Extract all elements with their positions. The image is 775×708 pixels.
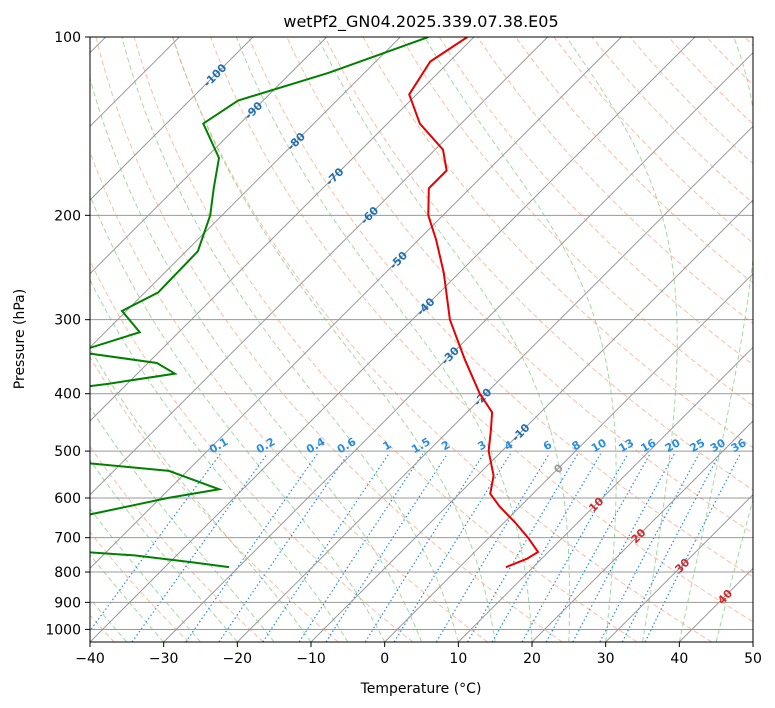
mixing-ratio-line [364,453,485,642]
mixing-ratio-line [262,453,390,642]
dry-adiabat [286,37,753,534]
moist-adiabats [90,37,753,642]
x-axis-ticks: −40 −30 −20 −10 0 10 20 30 40 50 [75,642,762,667]
moist-adiabat [90,278,349,642]
isotherms [90,37,753,642]
plot-area: -100-90-80-70-60-50-40-30-20-10010203040… [90,37,753,642]
y-tick-label: 200 [54,208,81,224]
dry-adiabat [90,531,190,642]
isotherm-line [90,37,328,275]
mixing-ratio-line [393,453,511,642]
isotherm-line [163,51,753,642]
x-tick-label: 0 [380,651,389,667]
y-tick-label: 900 [54,595,81,611]
dry-adiabat [95,37,563,642]
isotherm-line [310,199,753,642]
y-tick-label: 600 [54,491,81,507]
mixing-ratio-line [435,453,550,642]
mixing-ratio-line [599,453,700,642]
dry-adiabat [400,37,753,407]
moist-adiabat [424,37,617,642]
pressure-gridlines [90,37,753,630]
isotherm-line [531,420,753,642]
dry-adiabat [477,37,753,325]
isotherm-line [605,493,753,642]
isotherm-line [384,272,753,642]
y-tick-label: 500 [54,444,81,460]
mixing-ratio-line [325,453,449,642]
moist-adiabat [121,37,459,642]
moist-adiabat [90,194,386,642]
temperature-line [408,37,540,569]
dry-adiabat [439,37,753,366]
isotherm-line [90,37,401,349]
isotherm-line [90,37,549,496]
isotherm-line [90,37,254,201]
mixing-ratio-line [466,453,579,642]
dry-adiabat [210,37,753,623]
x-tick-label: −40 [75,651,105,667]
moist-adiabat [715,497,753,642]
x-tick-label: 50 [744,651,762,667]
x-tick-label: −20 [223,651,253,667]
dewpoint-line [90,37,429,569]
dry-adiabat [90,259,414,642]
dry-adiabat [171,37,712,642]
y-axis-ticks: 100 200 300 400 500 600 700 800 900 1000 [45,30,90,638]
y-tick-label: 100 [54,30,81,46]
dry-adiabat [553,37,753,244]
mixing-ratio-line [131,453,268,642]
y-tick-label: 300 [54,313,81,329]
isotherm-line [90,37,696,642]
dry-adiabat [133,37,638,642]
moist-adiabat [678,37,753,642]
mixing-ratio-line [491,453,602,642]
dry-adiabat [324,37,753,491]
y-axis-label: Pressure (hPa) [12,289,28,389]
mixing-ratio-lines [90,453,741,642]
x-tick-label: 30 [597,651,615,667]
dry-adiabat [90,356,339,642]
plot-frame [89,36,754,643]
x-tick-label: 20 [523,651,541,667]
moist-adiabat [90,459,238,642]
mixing-ratio-line [298,453,424,642]
moist-adiabat [235,37,533,642]
isotherm-line [457,346,753,642]
isotherm-line [90,37,622,570]
mixing-ratio-line [621,453,721,642]
mixing-ratio-line [90,453,222,632]
x-tick-label: 40 [670,651,688,667]
mixing-ratio-line [644,453,741,642]
y-tick-label: 800 [54,565,81,581]
x-tick-label: 10 [449,651,467,667]
x-axis-label: Temperature (°C) [360,681,482,697]
moist-adiabat [317,37,571,642]
isotherm-line [236,125,753,642]
moist-adiabat [172,37,496,642]
y-tick-label: 1000 [45,622,81,638]
moist-adiabat [90,406,275,642]
x-tick-label: −10 [296,651,326,667]
chart-title: wetPf2_GN04.2025.339.07.38.E05 [283,12,558,32]
moist-adiabat [566,37,678,642]
dry-adiabat [248,37,753,578]
y-tick-label: 400 [54,387,81,403]
dry-adiabat [90,150,488,642]
isotherm-line [90,37,475,422]
y-tick-label: 700 [54,531,81,547]
dry-adiabat [591,37,753,204]
plot-background [90,37,753,642]
x-tick-label: −30 [149,651,179,667]
